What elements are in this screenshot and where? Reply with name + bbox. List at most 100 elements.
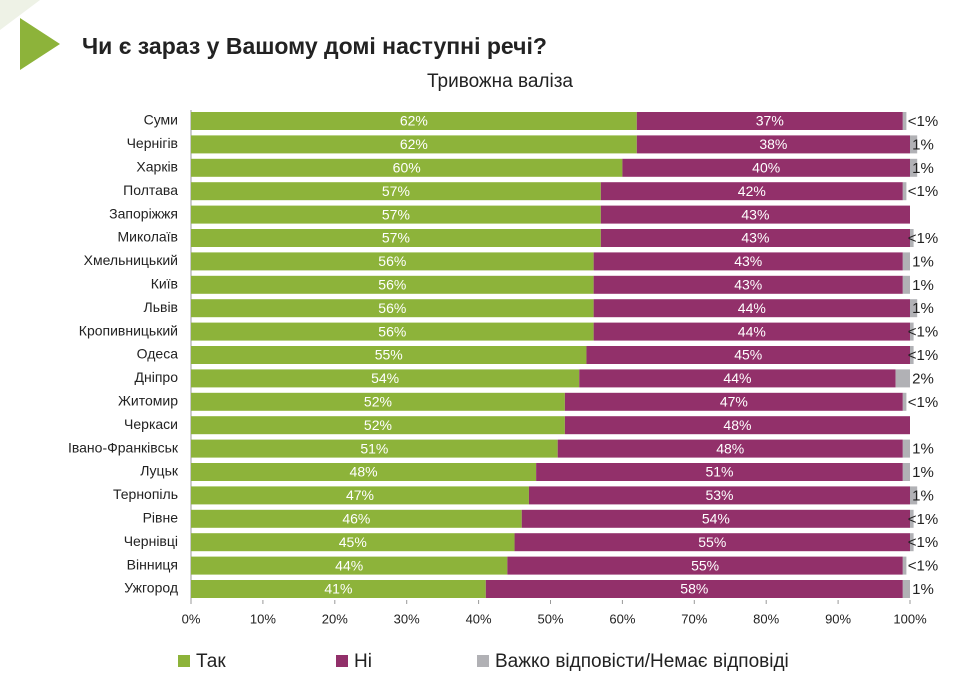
value-label: 52% (364, 394, 392, 410)
value-label: 1% (912, 160, 934, 177)
value-label: 43% (741, 230, 769, 246)
value-label: 57% (382, 206, 410, 222)
legend-swatch (336, 655, 348, 667)
bar-segment (191, 463, 537, 481)
bar-segment (191, 346, 587, 364)
category-label: Чернівці (124, 533, 178, 549)
value-label: 62% (400, 136, 428, 152)
bar-segment (586, 346, 910, 364)
bar-segment (910, 158, 918, 177)
category-label: Івано-Франківськ (68, 439, 179, 455)
value-label: 42% (738, 183, 766, 199)
value-label: 41% (324, 581, 352, 597)
value-label: 51% (360, 440, 388, 456)
value-label: 44% (738, 323, 766, 339)
category-label: Тернопіль (113, 486, 178, 502)
legend-swatch (178, 655, 190, 667)
bar-segment (593, 299, 910, 318)
category-label: Львів (144, 299, 178, 315)
value-label: <1% (908, 347, 938, 364)
category-label: Вінниця (127, 556, 178, 572)
value-label: 2% (912, 370, 934, 387)
bar-segment (636, 112, 903, 130)
bar-segment (191, 299, 594, 318)
value-label: 57% (382, 183, 410, 199)
category-label: Полтава (123, 182, 178, 198)
value-label: 1% (912, 487, 934, 504)
bar-segment (902, 439, 910, 458)
bar-segment (902, 182, 907, 201)
value-label: 47% (720, 394, 748, 410)
category-label: Чернігів (127, 135, 178, 151)
chart-subtitle: Тривожна валіза (427, 71, 573, 92)
value-label: <1% (908, 113, 938, 130)
bar-segment (564, 416, 910, 435)
bar-segment (191, 275, 594, 294)
category-label: Харків (136, 159, 178, 175)
value-label: 51% (705, 464, 733, 480)
bar-segment (910, 322, 914, 341)
value-label: 54% (702, 511, 730, 527)
bar-segment (191, 416, 565, 435)
value-label: 1% (912, 441, 934, 458)
decor-triangle (20, 18, 60, 70)
bar-segment (191, 580, 486, 598)
chart-title: Чи є зараз у Вашому домі наступні речі? (82, 33, 547, 59)
category-label: Ужгород (124, 580, 178, 596)
bar-segment (521, 509, 910, 528)
value-label: 40% (752, 160, 780, 176)
value-label: <1% (908, 534, 938, 551)
value-label: 37% (756, 113, 784, 129)
value-label: 1% (912, 277, 934, 294)
bar-segment (910, 229, 914, 247)
category-label: Хмельницький (84, 252, 178, 268)
value-label: 38% (759, 136, 787, 152)
value-label: 60% (393, 160, 421, 176)
value-label: 56% (378, 253, 406, 269)
bar-segment (191, 112, 637, 130)
value-label: <1% (908, 230, 938, 247)
value-label: 45% (339, 534, 367, 550)
x-tick-label: 40% (466, 611, 492, 626)
bar-segment (191, 556, 508, 575)
value-label: 44% (335, 557, 363, 573)
legend-label: Так (196, 651, 226, 672)
bar-segment (191, 229, 601, 247)
value-label: 54% (371, 370, 399, 386)
bar-segment (191, 509, 522, 528)
bar-segment (485, 580, 903, 598)
bar-segment (902, 275, 910, 294)
bar-segment (902, 252, 910, 271)
bar-segment (910, 533, 914, 552)
category-label: Запоріжжя (109, 205, 178, 221)
value-label: 1% (912, 464, 934, 481)
bar-segment (600, 182, 903, 201)
x-tick-label: 0% (182, 611, 201, 626)
bar-segment (191, 439, 558, 458)
value-label: 55% (375, 347, 403, 363)
value-label: 46% (342, 511, 370, 527)
value-label: 1% (912, 300, 934, 317)
value-label: 43% (741, 206, 769, 222)
value-label: 56% (378, 277, 406, 293)
bar-segment (191, 252, 594, 271)
value-label: 47% (346, 487, 374, 503)
bar-segment (895, 369, 910, 388)
bar-segment (514, 533, 910, 552)
bar-segment (191, 205, 601, 224)
bar-segment (536, 463, 903, 481)
legend-label: Ні (354, 651, 372, 672)
x-tick-label: 100% (893, 611, 927, 626)
value-label: 48% (350, 464, 378, 480)
category-label: Миколаїв (117, 229, 178, 245)
value-label: 53% (705, 487, 733, 503)
x-tick-label: 10% (250, 611, 276, 626)
category-label: Суми (144, 112, 178, 128)
bar-segment (191, 158, 623, 177)
bar-segment (636, 135, 910, 154)
value-label: 1% (912, 136, 934, 153)
bar-segment (564, 392, 903, 411)
bar-segment (557, 439, 903, 458)
bar-segment (910, 486, 918, 505)
